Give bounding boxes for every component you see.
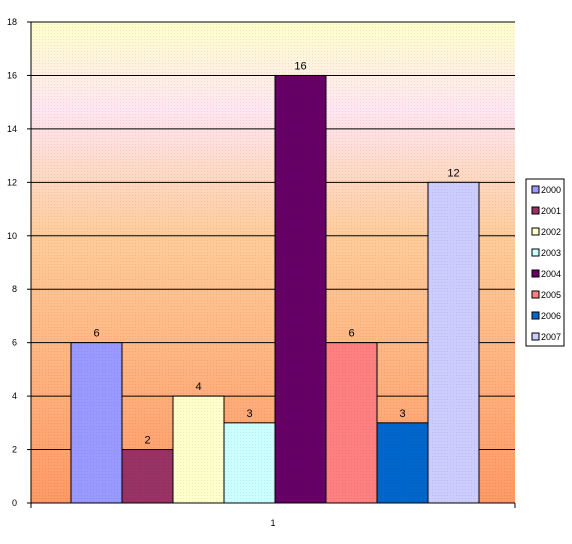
data-labels: 6 2 4 3 16 6 3 12 — [93, 60, 459, 446]
data-label-2006: 3 — [399, 408, 405, 420]
legend-swatch-2005 — [531, 290, 540, 299]
data-label-2007: 12 — [447, 167, 459, 179]
data-label-2003: 3 — [246, 408, 252, 420]
legend-label-2000: 2000 — [541, 185, 561, 195]
x-tick-label: 1 — [270, 518, 275, 528]
legend-label-2003: 2003 — [541, 248, 561, 258]
data-label-2000: 6 — [93, 328, 99, 340]
y-tick-label: 12 — [7, 177, 17, 187]
y-tick-label: 10 — [7, 231, 17, 241]
data-label-2001: 2 — [144, 435, 150, 447]
y-tick-label: 16 — [7, 70, 17, 80]
legend-swatch-2006 — [531, 311, 540, 320]
y-tick-label: 14 — [7, 124, 17, 134]
y-tick-label: 18 — [7, 17, 17, 27]
y-tick-label: 4 — [12, 391, 17, 401]
legend-swatch-2004 — [531, 269, 540, 278]
bar-texture — [224, 422, 275, 503]
y-tick-label: 6 — [12, 338, 17, 348]
legend-swatch-2001 — [531, 206, 540, 215]
legend-swatch-2002 — [531, 227, 540, 236]
legend-label-2007: 2007 — [541, 332, 561, 342]
y-tick-label: 8 — [12, 284, 17, 294]
legend-label-2004: 2004 — [541, 269, 561, 279]
legend-label-2001: 2001 — [541, 206, 561, 216]
bar-texture — [71, 342, 122, 503]
bar-texture — [428, 182, 479, 504]
bar-texture — [173, 396, 224, 503]
legend-swatch-2000 — [531, 185, 540, 194]
legend-label-2005: 2005 — [541, 290, 561, 300]
legend-swatch-2003 — [531, 248, 540, 257]
bar-texture — [275, 75, 326, 503]
bar-texture — [326, 342, 377, 503]
data-label-2002: 4 — [195, 381, 201, 393]
legend-swatch-2007 — [531, 332, 540, 341]
bar-texture — [122, 449, 173, 503]
data-label-2004: 16 — [294, 60, 306, 72]
legend-label-2002: 2002 — [541, 227, 561, 237]
bar-texture — [377, 422, 428, 503]
legend-label-2006: 2006 — [541, 311, 561, 321]
legend: 2000 2001 2002 2003 2004 2005 2006 2007 — [525, 178, 565, 347]
y-tick-label: 0 — [12, 498, 17, 508]
bars — [70, 74, 480, 504]
y-tick-label: 2 — [12, 445, 17, 455]
data-label-2005: 6 — [348, 328, 354, 340]
